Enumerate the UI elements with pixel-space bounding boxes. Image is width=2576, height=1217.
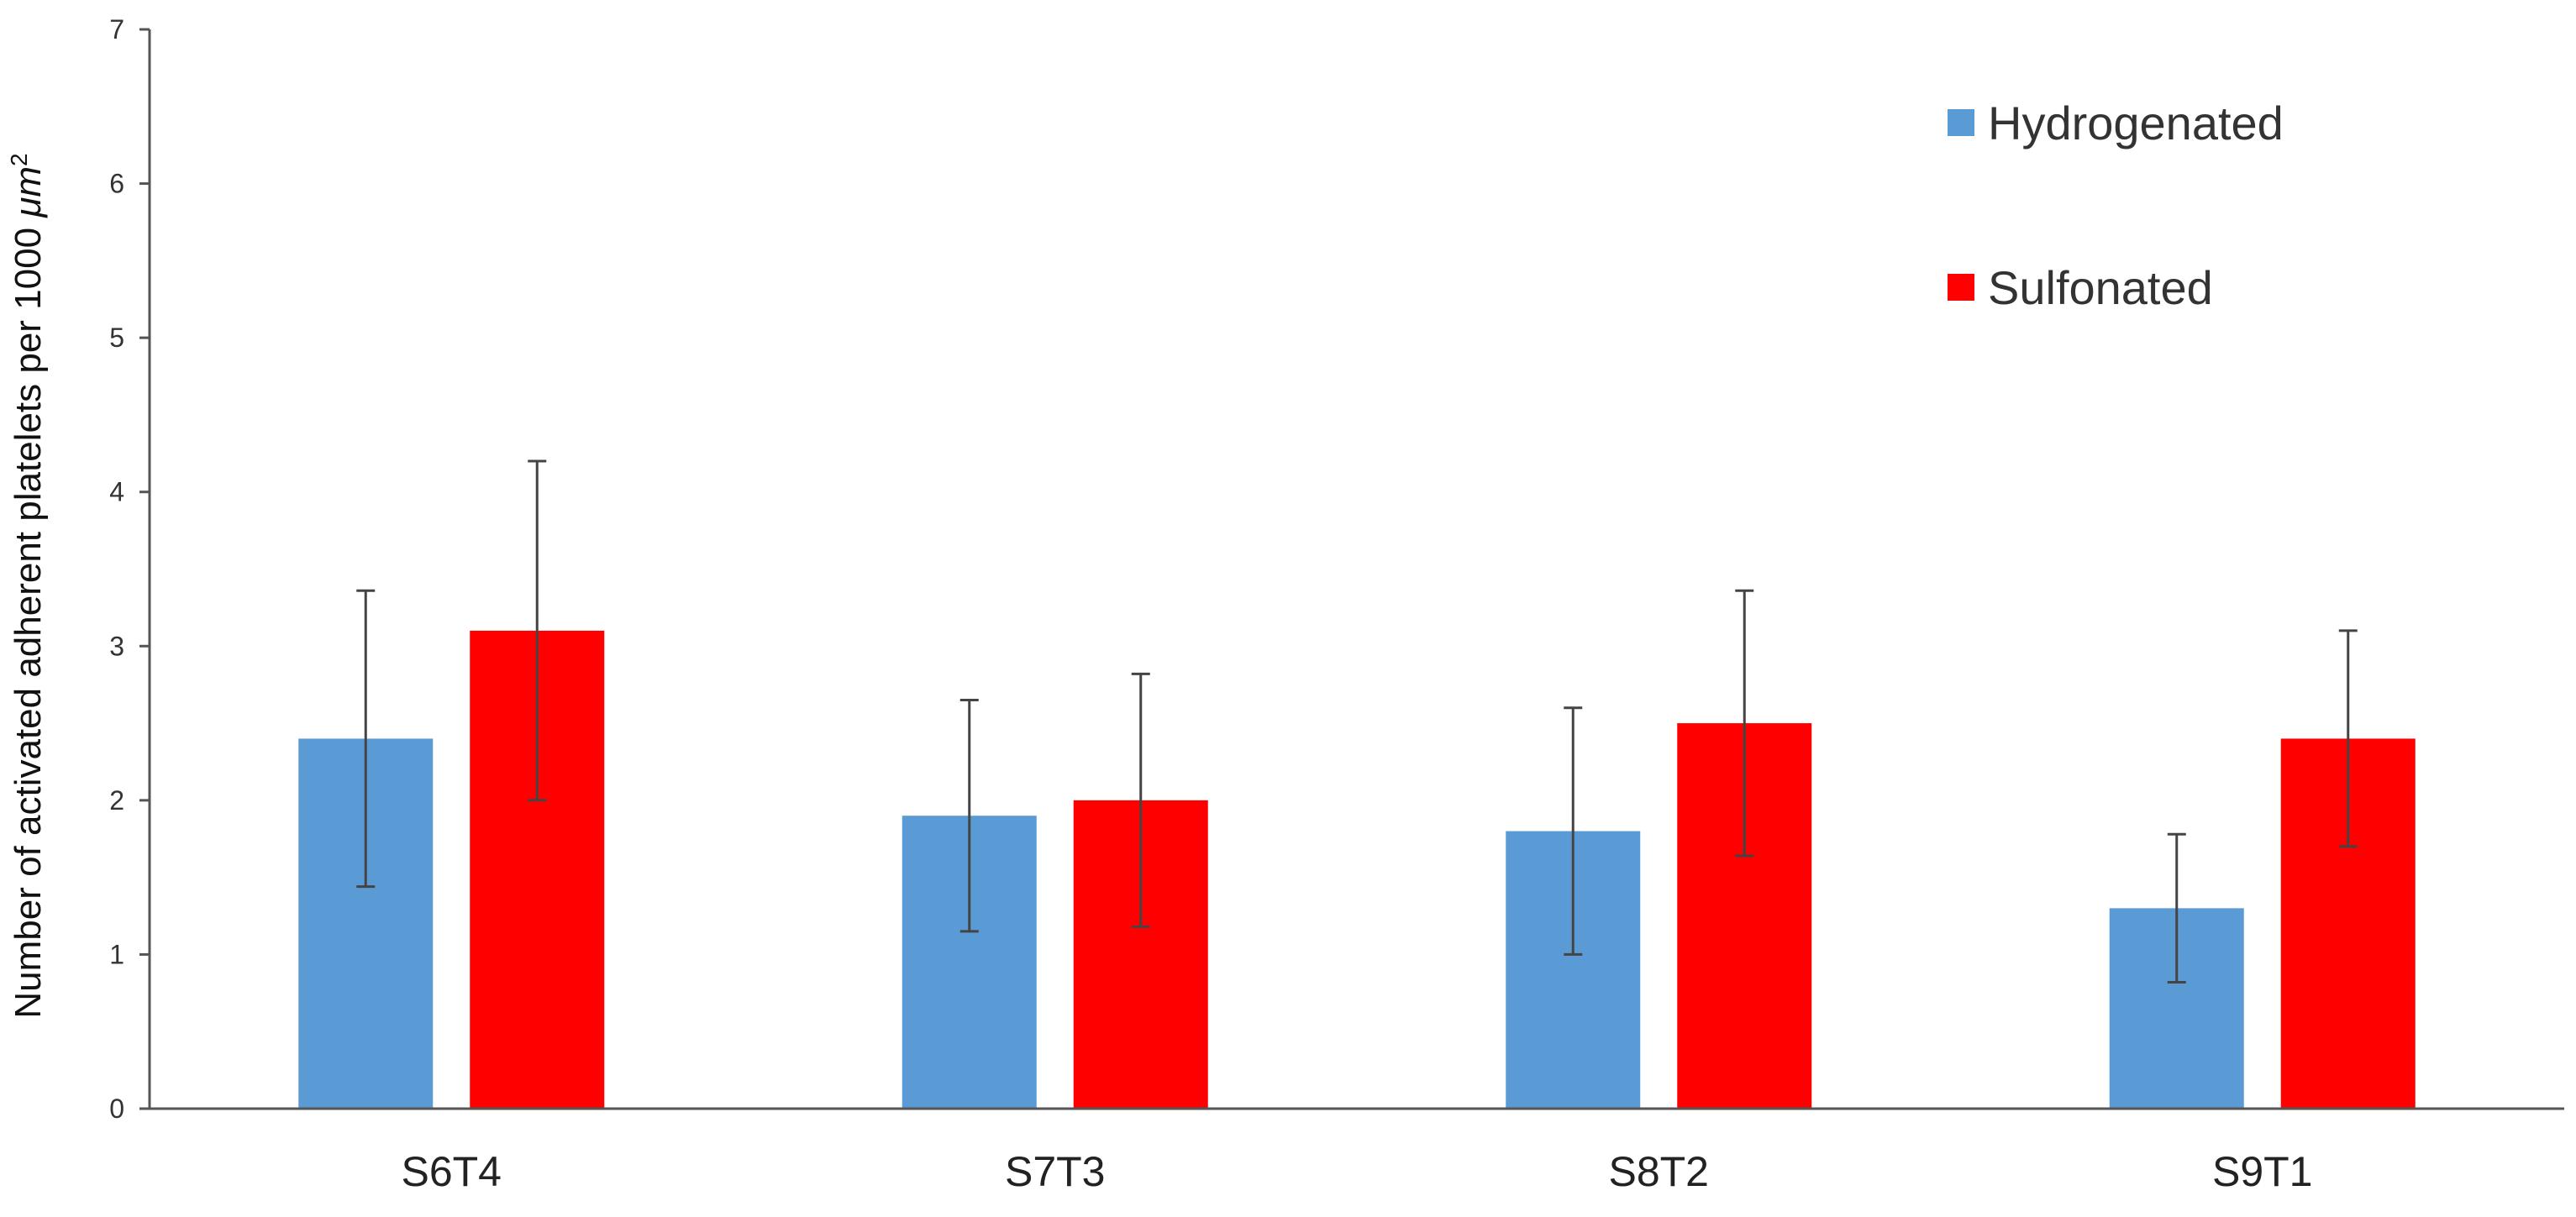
x-tick-label: S9T1 <box>2212 1148 2313 1195</box>
y-tick-label: 6 <box>109 169 124 199</box>
x-axis-ticks: S6T4 S7T3 S8T2 S9T1 <box>401 1148 2312 1195</box>
y-tick-label: 0 <box>109 1094 124 1124</box>
y-tick-label: 5 <box>109 323 124 353</box>
y-axis-label-exponent: 2 <box>6 153 32 166</box>
y-axis-label-unit: μm <box>8 166 49 218</box>
x-tick-label: S6T4 <box>401 1148 502 1195</box>
y-axis-label-main: Number of activated adherent platelets p… <box>8 218 49 1019</box>
axes <box>148 29 2564 1110</box>
y-axis-label: Number of activated adherent platelets p… <box>6 153 49 1018</box>
legend-swatch-hydrogenated <box>1948 109 1974 136</box>
y-tick-label: 1 <box>109 939 124 969</box>
x-tick-label: S7T3 <box>1005 1148 1106 1195</box>
legend-label-sulfonated: Sulfonated <box>1988 261 2213 314</box>
y-tick-label: 4 <box>109 477 124 507</box>
legend-swatch-sulfonated <box>1948 274 1974 301</box>
plot-area <box>298 459 2416 1109</box>
y-tick-label: 3 <box>109 631 124 661</box>
x-tick-label: S8T2 <box>1608 1148 1709 1195</box>
y-tick-label: 7 <box>109 14 124 45</box>
y-axis-ticks: 0 1 2 3 4 5 6 7 <box>109 14 150 1124</box>
legend-label-hydrogenated: Hydrogenated <box>1988 97 2284 150</box>
y-tick-label: 2 <box>109 785 124 816</box>
legend: Hydrogenated Sulfonated <box>1948 97 2284 314</box>
